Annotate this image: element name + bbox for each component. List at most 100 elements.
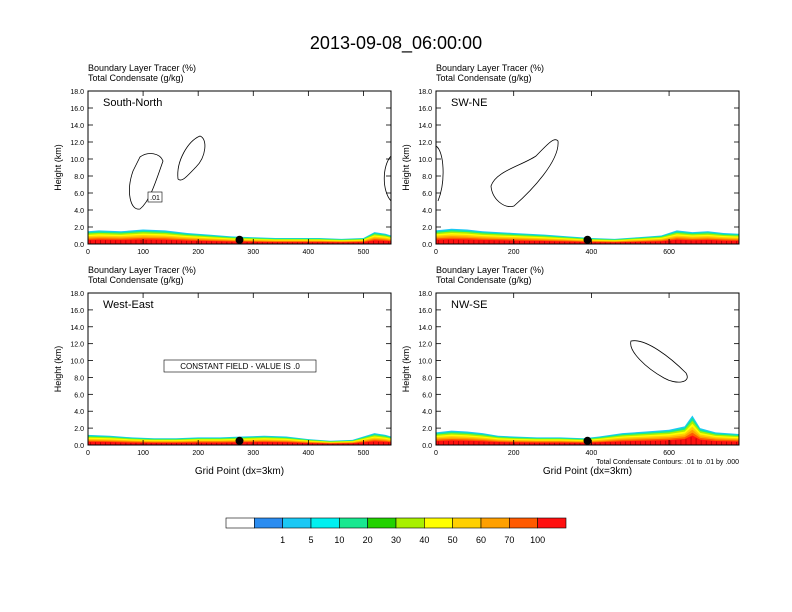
tracer-band-7: [436, 435, 739, 445]
x-tick-label: 200: [192, 249, 204, 256]
y-tick-label: 2.0: [422, 225, 432, 232]
colorbar-swatch: [310, 517, 340, 529]
y-tick-label: 0.0: [422, 242, 432, 249]
contour-cloud: [177, 135, 206, 181]
y-tick-label: 12.0: [418, 342, 432, 349]
panel-frame: [87, 292, 392, 446]
panel-frame: [87, 90, 392, 245]
condensate-contours: [436, 139, 559, 207]
x-tick-label: 500: [358, 249, 370, 256]
x-tick-label: 0: [434, 249, 438, 256]
panel-label: SW-NE: [451, 97, 487, 109]
y-tick-label: 10.0: [418, 359, 432, 366]
y-tick-label: 4.0: [74, 409, 84, 416]
y-tick-label: 8.0: [74, 174, 84, 181]
colorbar-swatch: [480, 517, 510, 529]
y-tick-label: 6.0: [422, 191, 432, 198]
colorbar-swatch: [537, 517, 567, 529]
colorbar-label: 40: [419, 535, 429, 545]
x-tick-label: 0: [86, 249, 90, 256]
x-tick-label: 100: [137, 450, 149, 457]
y-tick-label: 14.0: [70, 325, 84, 332]
y-tick-label: 10.0: [70, 157, 84, 164]
constant-field-box: [163, 359, 317, 373]
condensate-contours: [630, 340, 688, 383]
contour-note: Total Condensate Contours: .01 to .01 by…: [596, 459, 739, 466]
panel-label: West-East: [103, 299, 154, 311]
x-tick-label: 400: [303, 249, 315, 256]
contour-cloud: [436, 145, 444, 202]
y-tick-label: 2.0: [74, 426, 84, 433]
contour-cloud: [630, 340, 688, 383]
field-label-condensate: Total Condensate (g/kg): [88, 275, 184, 285]
colorbar-swatch: [282, 517, 312, 529]
x-tick-label: 200: [508, 450, 520, 457]
colorbar-label: 60: [476, 535, 486, 545]
y-tick-label: 16.0: [418, 106, 432, 113]
field-label-condensate: Total Condensate (g/kg): [88, 73, 184, 83]
colorbar: 1 5 10 20 30 40 50 60 70 100: [225, 517, 567, 545]
contour-cloud: [383, 155, 391, 202]
y-tick-label: 16.0: [70, 308, 84, 315]
colorbar-swatch: [254, 517, 283, 529]
y-tick-label: 2.0: [74, 225, 84, 232]
field-label-tracer: Boundary Layer Tracer (%): [88, 63, 196, 73]
y-tick-label: 0.0: [74, 443, 84, 450]
colorbar-label: 10: [334, 535, 344, 545]
y-tick-label: 14.0: [70, 123, 84, 130]
y-axis-title: Height (km): [53, 144, 63, 191]
x-tick-label: 0: [86, 450, 90, 457]
contour-label: .01: [150, 195, 160, 202]
x-tick-label: 200: [508, 249, 520, 256]
x-tick-label: 400: [586, 450, 598, 457]
y-tick-label: 12.0: [418, 140, 432, 147]
x-axis-title: Grid Point (dx=3km): [543, 466, 632, 477]
y-tick-label: 16.0: [70, 106, 84, 113]
contour-cloud: [129, 153, 164, 210]
tracer-fill: [436, 415, 739, 445]
y-tick-label: 4.0: [422, 409, 432, 416]
x-tick-label: 100: [137, 249, 149, 256]
colorbar-label: 20: [363, 535, 373, 545]
y-tick-label: 18.0: [418, 89, 432, 96]
colorbar-label: 1: [280, 535, 285, 545]
x-tick-label: 600: [663, 450, 675, 457]
colorbar-swatch: [339, 517, 368, 529]
x-tick-label: 200: [192, 450, 204, 457]
panel-frame: [435, 90, 740, 245]
colorbar-label: 5: [308, 535, 313, 545]
figure-title: 2013-09-08_06:00:00: [310, 33, 482, 54]
colorbar-swatch: [395, 517, 425, 529]
y-tick-label: 12.0: [70, 342, 84, 349]
y-axis-title: Height (km): [401, 144, 411, 191]
panel-label: South-North: [103, 97, 162, 109]
y-tick-label: 4.0: [74, 208, 84, 215]
y-tick-label: 10.0: [418, 157, 432, 164]
y-tick-label: 10.0: [70, 359, 84, 366]
panel-west-east: Boundary Layer Tracer (%)Total Condensat…: [53, 265, 392, 477]
y-tick-label: 8.0: [74, 375, 84, 382]
colorbar-label: 50: [448, 535, 458, 545]
panel-south-north: Boundary Layer Tracer (%)Total Condensat…: [53, 63, 392, 256]
x-tick-label: 500: [358, 450, 370, 457]
colorbar-label: 100: [530, 535, 545, 545]
location-marker: [235, 436, 244, 445]
field-label-tracer: Boundary Layer Tracer (%): [436, 265, 544, 275]
y-tick-label: 18.0: [418, 291, 432, 298]
location-marker: [583, 436, 592, 445]
contour-cloud: [490, 139, 559, 207]
y-axis-title: Height (km): [401, 346, 411, 393]
y-tick-label: 0.0: [422, 443, 432, 450]
colorbar-swatch: [367, 517, 397, 529]
y-axis-title: Height (km): [53, 346, 63, 393]
y-tick-label: 0.0: [74, 242, 84, 249]
y-tick-label: 14.0: [418, 325, 432, 332]
y-tick-label: 12.0: [70, 140, 84, 147]
x-tick-label: 300: [247, 249, 259, 256]
constant-field-note: CONSTANT FIELD - VALUE IS .0: [180, 362, 300, 371]
contour-label-box: [147, 191, 163, 203]
colorbar-swatch: [452, 517, 482, 529]
y-tick-label: 8.0: [422, 375, 432, 382]
x-tick-label: 400: [586, 249, 598, 256]
